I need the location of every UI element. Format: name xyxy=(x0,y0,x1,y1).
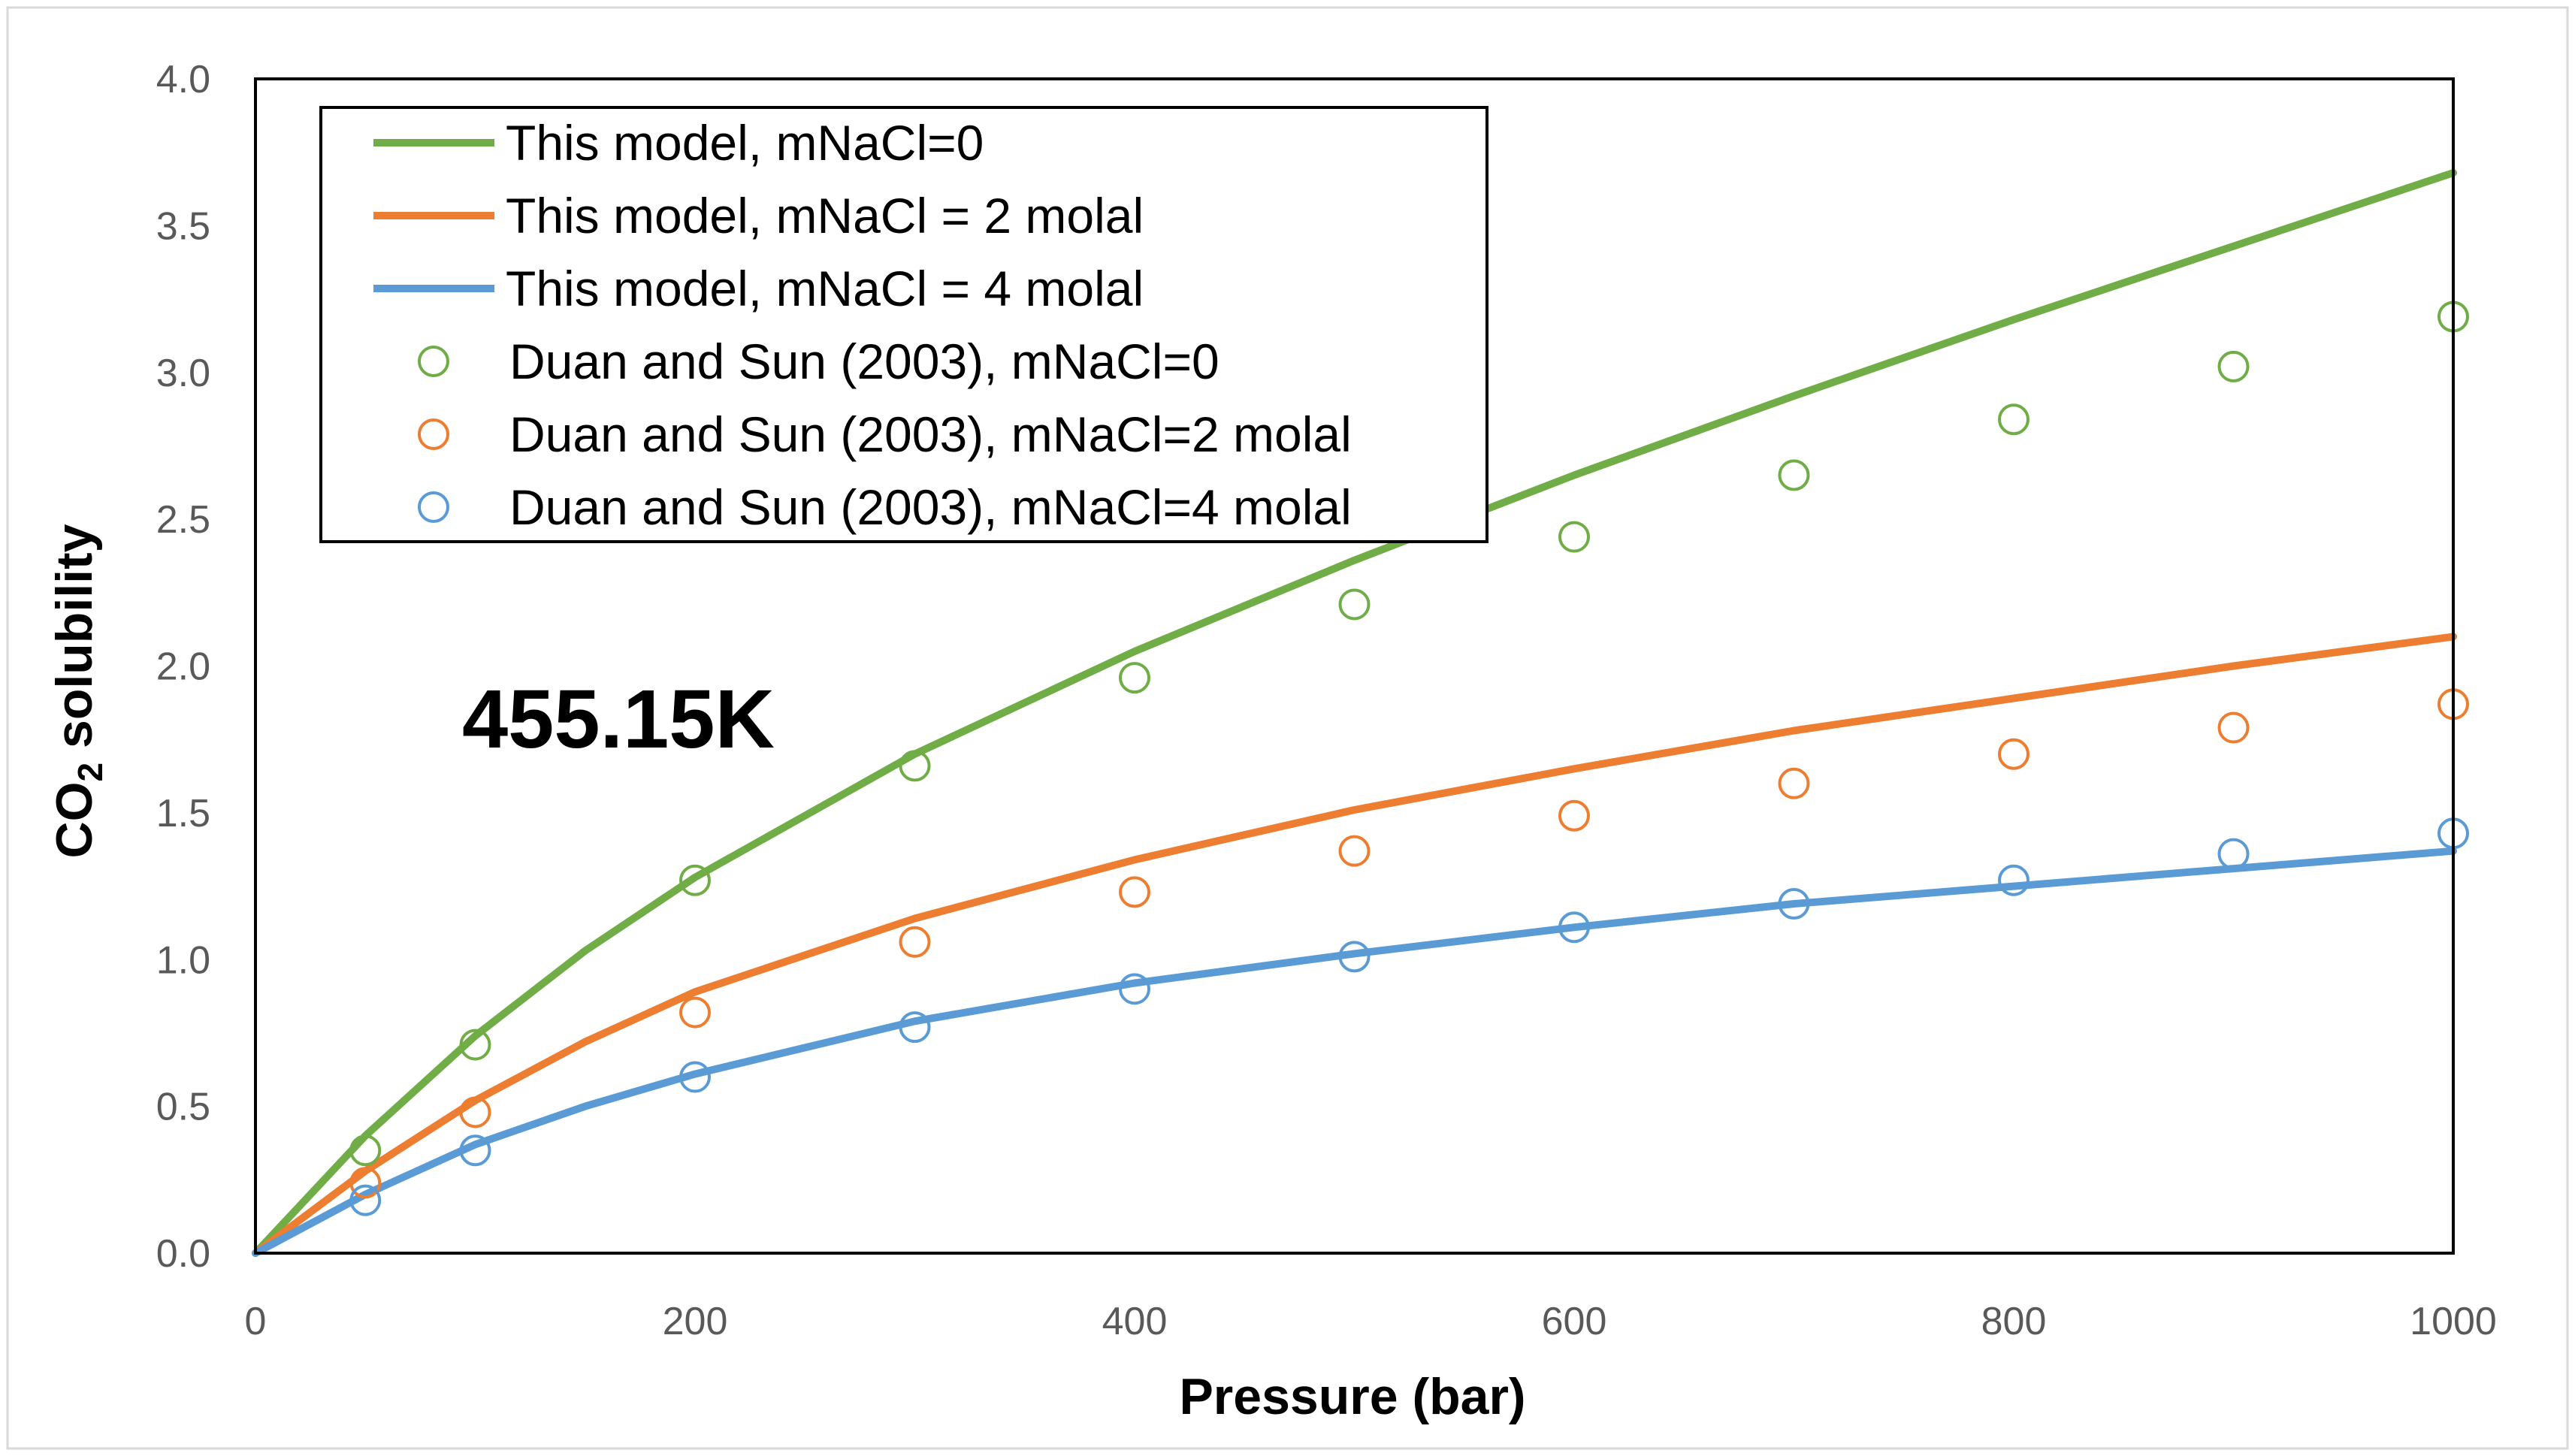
y-tick-label: 1.5 xyxy=(156,792,210,835)
series-lines xyxy=(252,169,2457,1257)
data-point-4 xyxy=(459,1096,491,1128)
data-point-5 xyxy=(1338,941,1371,973)
series-line-1 xyxy=(252,633,2457,1257)
data-point-5 xyxy=(349,1184,382,1216)
y-axis-title-subscript: 2 xyxy=(71,763,110,782)
data-point-3 xyxy=(349,1134,382,1167)
legend-label: Duan and Sun (2003), mNaCl=4 molal xyxy=(509,479,1352,535)
data-point-4 xyxy=(1558,799,1590,832)
data-point-5 xyxy=(1998,864,2029,896)
y-tick-label: 0.5 xyxy=(156,1086,210,1129)
series-line-0 xyxy=(252,169,2457,1257)
data-point-5 xyxy=(679,1061,711,1093)
data-point-3 xyxy=(1558,521,1590,553)
legend-swatch-marker xyxy=(418,346,449,377)
legend-label: This model, mNaCl = 4 molal xyxy=(506,261,1144,316)
x-axis-title: Pressure (bar) xyxy=(1179,1368,1525,1425)
data-point-5 xyxy=(899,1011,931,1044)
legend: This model, mNaCl=0 This model, mNaCl = 2… xyxy=(319,106,1488,543)
legend-swatch-marker xyxy=(418,418,449,450)
x-tick-label: 1000 xyxy=(2410,1300,2497,1343)
data-point-3 xyxy=(1998,403,2029,436)
legend-label: Duan and Sun (2003), mNaCl=0 xyxy=(509,334,1219,389)
y-tick-label: 2.0 xyxy=(156,645,210,689)
legend-box xyxy=(319,106,1488,543)
data-point-4 xyxy=(899,926,931,958)
data-point-3 xyxy=(1778,459,1810,491)
y-tick-label: 3.5 xyxy=(156,204,210,248)
data-point-4 xyxy=(2217,711,2250,744)
y-tick-label: 3.0 xyxy=(156,352,210,395)
data-point-3 xyxy=(1338,588,1371,621)
y-axis-title: CO2 solubility xyxy=(46,524,110,858)
data-point-3 xyxy=(459,1029,491,1061)
x-tick-label: 0 xyxy=(245,1300,267,1343)
x-tick-label: 800 xyxy=(1981,1300,2047,1343)
series-line-2 xyxy=(252,847,2457,1257)
series-markers xyxy=(349,301,2469,1216)
data-point-4 xyxy=(679,996,711,1029)
data-point-4 xyxy=(349,1167,382,1199)
data-point-4 xyxy=(1119,876,1150,908)
y-tick-label: 0.0 xyxy=(156,1232,210,1276)
legend-item: Duan and Sun (2003), mNaCl=2 molal xyxy=(418,406,1352,462)
data-point-5 xyxy=(1119,973,1150,1005)
data-point-4 xyxy=(1338,835,1371,867)
x-tick-label: 600 xyxy=(1542,1300,1607,1343)
y-axis-title-rest: solubility xyxy=(46,524,103,763)
annotation-temperature: 455.15K xyxy=(462,673,775,766)
y-axis-title-main: CO xyxy=(46,781,103,858)
legend-item: This model, mNaCl = 2 molal xyxy=(373,188,1144,243)
legend-swatch-marker xyxy=(418,491,449,523)
data-point-5 xyxy=(2217,838,2250,870)
x-tick-label: 400 xyxy=(1102,1300,1168,1343)
legend-item: This model, mNaCl = 4 molal xyxy=(373,261,1144,316)
data-point-3 xyxy=(679,864,711,896)
legend-label: Duan and Sun (2003), mNaCl=2 molal xyxy=(509,406,1352,462)
plot-area-frame xyxy=(254,77,2455,1255)
data-point-5 xyxy=(1778,888,1810,920)
data-point-3 xyxy=(2217,350,2250,382)
legend-label: This model, mNaCl = 2 molal xyxy=(506,188,1144,243)
x-tick-labels: 0 200 400 600 800 1000 xyxy=(245,1300,2497,1343)
data-point-4 xyxy=(1778,767,1810,799)
data-point-3 xyxy=(899,750,931,782)
x-tick-label: 200 xyxy=(663,1300,728,1343)
y-tick-label: 1.0 xyxy=(156,938,210,982)
y-tick-label: 2.5 xyxy=(156,498,210,542)
data-point-3 xyxy=(1119,662,1150,694)
y-tick-label: 4.0 xyxy=(156,58,210,101)
legend-item: Duan and Sun (2003), mNaCl=4 molal xyxy=(418,479,1352,535)
data-point-4 xyxy=(1998,738,2029,770)
legend-label: This model, mNaCl=0 xyxy=(506,115,984,171)
y-tick-labels: 0.0 0.5 1.0 1.5 2.0 2.5 3.0 3.5 4.0 xyxy=(156,58,210,1276)
data-point-5 xyxy=(459,1134,491,1167)
data-point-5 xyxy=(1558,911,1590,944)
legend-item: Duan and Sun (2003), mNaCl=0 xyxy=(418,334,1219,389)
legend-item: This model, mNaCl=0 xyxy=(373,115,984,171)
